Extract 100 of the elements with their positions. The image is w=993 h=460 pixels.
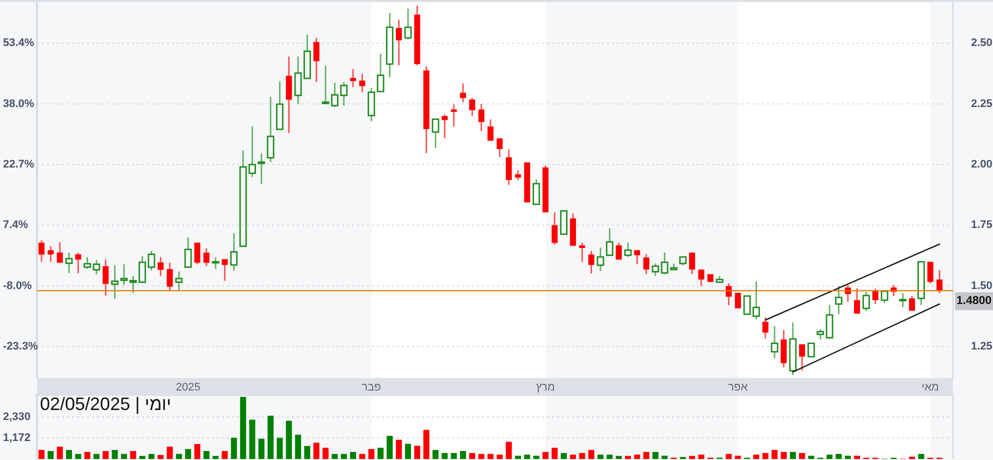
candlestick [175, 270, 183, 291]
chart-title: 02/05/2025 | יומי [40, 394, 172, 414]
bar [616, 456, 622, 459]
bar [460, 451, 466, 459]
bar [488, 454, 494, 459]
y-tick-label: 2.50 [971, 37, 992, 50]
bar [552, 448, 558, 459]
candlestick [643, 254, 650, 275]
bar [652, 452, 658, 459]
candlestick [826, 304, 834, 338]
bar [130, 451, 136, 459]
bar [359, 454, 366, 459]
bar [450, 453, 457, 459]
x-tick-label: מרץ [536, 382, 555, 394]
bar [442, 453, 448, 459]
candlestick [799, 344, 806, 372]
bar [542, 452, 548, 459]
bar [258, 438, 264, 459]
bar [268, 416, 274, 459]
candlestick [927, 262, 934, 284]
candlestick [698, 270, 704, 287]
candlestick [588, 250, 594, 274]
bar [643, 452, 650, 459]
y2-tick-label: 7.4% [3, 218, 28, 231]
bar [588, 450, 594, 459]
ref-line-label: 1.4800 [956, 295, 992, 308]
bar [405, 444, 412, 459]
bar [533, 456, 540, 459]
candlestick [102, 258, 109, 296]
bar [194, 444, 200, 459]
bar [753, 454, 760, 459]
y-tick-label: 2,330 [3, 410, 31, 423]
candlestick [158, 256, 164, 277]
bar [414, 446, 420, 459]
bar [176, 454, 182, 459]
candlestick [442, 114, 448, 139]
candlestick [560, 210, 568, 235]
candlestick [396, 19, 402, 66]
bar [560, 453, 567, 459]
candlestick [634, 250, 640, 265]
bar [514, 456, 521, 459]
bar [579, 453, 586, 459]
bar [836, 454, 842, 459]
bar [506, 442, 512, 459]
bar [230, 438, 237, 459]
bar [38, 450, 44, 459]
bar [185, 449, 192, 459]
candlestick [432, 118, 440, 149]
bar [386, 436, 393, 459]
candlestick [734, 292, 741, 308]
candlestick [808, 342, 815, 358]
candlestick [606, 228, 614, 256]
bar [780, 452, 787, 459]
bar [112, 450, 118, 459]
candlestick [770, 325, 778, 360]
bar [524, 454, 530, 459]
bar [662, 456, 668, 459]
bar [222, 451, 228, 459]
bar [606, 454, 613, 459]
bar [496, 454, 503, 459]
bar [304, 446, 310, 459]
x-tick-label: אפר [728, 382, 748, 394]
candlestick [716, 275, 724, 283]
bar [597, 454, 604, 459]
candlestick [313, 36, 320, 83]
candlestick [579, 242, 586, 263]
bar [478, 454, 484, 459]
bar [93, 454, 100, 459]
candlestick [75, 252, 82, 274]
y-tick-label: 1.25 [971, 340, 992, 352]
bar [166, 446, 173, 459]
y2-tick-label: -8.0% [3, 280, 32, 292]
candlestick [552, 212, 558, 246]
bar [120, 454, 127, 459]
bar [350, 452, 356, 459]
y-tick-label: 2.25 [971, 98, 992, 110]
candlestick [414, 4, 420, 66]
candlestick [184, 236, 192, 268]
bar [772, 450, 778, 459]
y-tick-label: 1.75 [971, 219, 992, 232]
bar [918, 454, 924, 459]
x-tick-label: מאי [922, 382, 939, 394]
candlestick [689, 252, 696, 275]
candlestick [917, 261, 925, 306]
bar [854, 456, 860, 459]
bar [726, 454, 732, 459]
bar [240, 396, 246, 459]
y2-tick-label: -23.3% [3, 340, 38, 352]
candlestick [166, 262, 173, 291]
bar [808, 456, 814, 459]
bar [790, 452, 796, 459]
bar [84, 452, 90, 459]
x-tick-label: 2025 [176, 382, 200, 394]
bar [313, 442, 320, 459]
y-tick-label: 2.00 [971, 158, 992, 171]
candlestick [48, 246, 54, 263]
bar [56, 446, 63, 459]
candlestick [835, 285, 842, 315]
candlestick [478, 103, 484, 132]
bar [48, 451, 54, 459]
